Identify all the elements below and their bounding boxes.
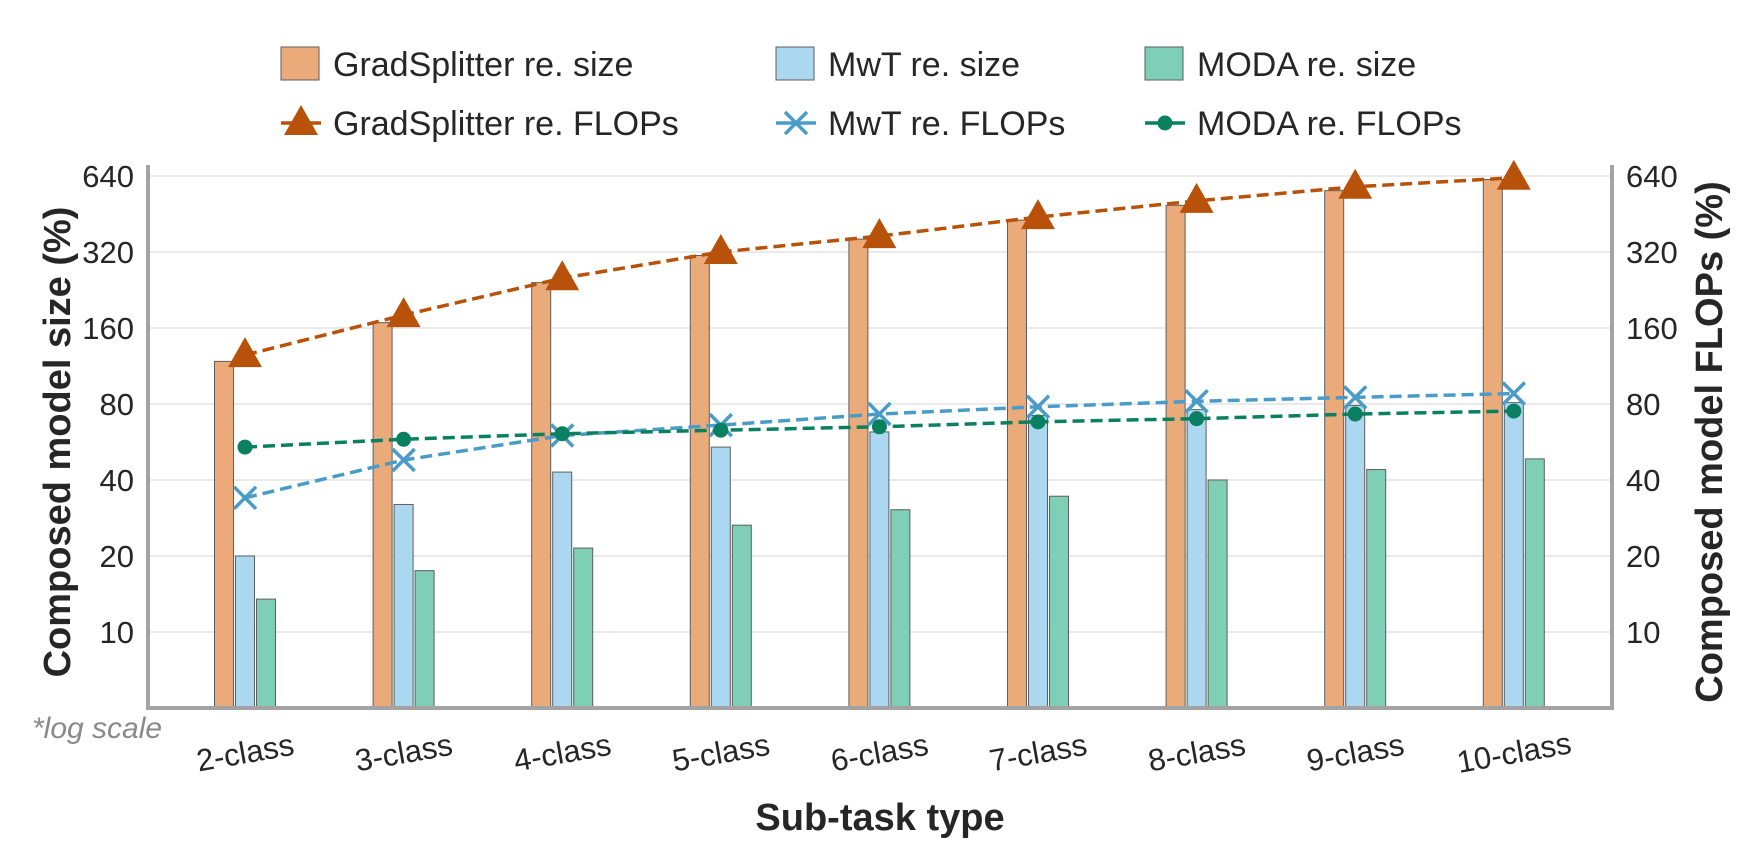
point-marker [386, 297, 421, 328]
x-axis-label: Sub-task type [755, 797, 1004, 839]
point-marker [1347, 406, 1363, 422]
y-tick-label-right: 640 [1626, 159, 1678, 194]
y-tick-label-left: 160 [82, 311, 134, 346]
x-tick-label: 2-class [194, 727, 297, 779]
point-marker [228, 337, 262, 368]
bar [890, 509, 911, 709]
point-marker [867, 401, 892, 427]
point-marker [1506, 403, 1522, 419]
log-scale-note: *log scale [32, 712, 162, 745]
bar [1482, 178, 1503, 709]
point-marker [1342, 385, 1368, 410]
bar [848, 238, 869, 709]
legend-label: GradSplitter re. size [333, 46, 633, 84]
legend-label: MwT re. FLOPs [828, 105, 1065, 143]
point-marker [545, 260, 580, 291]
point-marker [1021, 199, 1055, 230]
bar [1207, 479, 1228, 709]
x-tick-label: 9-class [1304, 727, 1407, 779]
bar [1007, 219, 1027, 709]
point-marker [703, 234, 738, 264]
legend-label: GradSplitter re. FLOPs [333, 105, 679, 143]
bar [552, 471, 573, 709]
bar [1049, 495, 1069, 709]
bars [214, 178, 1545, 709]
bar [393, 503, 414, 709]
bar [1524, 458, 1545, 709]
point-marker [871, 419, 887, 435]
point-marker [237, 439, 253, 455]
bar [1186, 409, 1207, 709]
y-tick-label-right: 40 [1626, 463, 1660, 498]
x-tick-label: 7-class [987, 727, 1090, 779]
point-marker [554, 426, 570, 442]
series-line [244, 175, 1514, 357]
x-tick-label: 10-class [1454, 725, 1574, 780]
bar [689, 254, 710, 709]
point-marker [1025, 394, 1051, 420]
x-tick-label: 8-class [1145, 727, 1248, 779]
x-tick-label: 6-class [828, 727, 931, 779]
bar [256, 598, 276, 709]
point-marker [783, 110, 809, 136]
point-marker [713, 422, 729, 438]
bar [573, 547, 594, 709]
legend-swatch [775, 46, 815, 81]
bar [1165, 204, 1186, 709]
y-axis-label-left: Composed model size (%) [37, 207, 79, 678]
point-marker [1179, 182, 1214, 213]
y-tick-label-right: 80 [1626, 387, 1660, 422]
bar [869, 431, 890, 709]
point-marker [1157, 115, 1173, 131]
bar [710, 446, 731, 709]
axes [146, 165, 1614, 710]
bar [372, 322, 393, 709]
legend-label: MwT re. size [828, 46, 1020, 84]
y-axis-label-right: Composed model FLOPs (%) [1689, 181, 1731, 702]
point-marker [396, 431, 412, 447]
bar [235, 555, 255, 709]
bar [1345, 404, 1366, 709]
legend-swatch [280, 46, 320, 81]
bar [731, 524, 752, 709]
bar [1324, 190, 1345, 709]
x-tick-label: 5-class [670, 727, 773, 779]
bar [214, 360, 234, 709]
legend-label: MODA re. FLOPs [1197, 105, 1462, 143]
lines [228, 159, 1531, 511]
bar [1028, 415, 1048, 709]
legend: GradSplitter re. size MwT re. size MODA re… [280, 46, 1462, 143]
y-tick-label-left: 640 [82, 159, 134, 194]
point-marker [232, 485, 258, 511]
x-tick-label: 4-class [511, 727, 614, 779]
ticks: 10 10 20 20 40 40 80 80 160 160 320 320 640 640 2-clas… [82, 159, 1677, 780]
point-marker [1184, 389, 1209, 414]
point-marker [862, 218, 897, 249]
legend-swatch [1144, 46, 1184, 81]
point-marker [1338, 168, 1373, 199]
x-tick-label: 3-class [352, 727, 455, 779]
y-tick-label-left: 40 [100, 463, 134, 498]
y-tick-label-left: 80 [100, 387, 134, 422]
y-tick-label-right: 320 [1626, 235, 1678, 270]
point-marker [1496, 159, 1531, 190]
legend-label: MODA re. size [1197, 46, 1416, 84]
y-tick-label-left: 10 [100, 615, 134, 650]
bar [414, 570, 435, 709]
y-tick-label-left: 20 [100, 539, 134, 574]
point-marker [1189, 411, 1205, 427]
y-tick-label-left: 320 [82, 235, 134, 270]
point-marker [1030, 414, 1046, 430]
y-tick-label-right: 10 [1626, 615, 1660, 650]
point-marker [1501, 381, 1527, 406]
bar [531, 282, 552, 709]
y-tick-label-right: 160 [1626, 311, 1678, 346]
y-tick-label-right: 20 [1626, 539, 1660, 574]
point-marker [284, 105, 318, 135]
point-marker [391, 447, 416, 473]
bar [1366, 469, 1387, 709]
bar [1503, 402, 1524, 709]
